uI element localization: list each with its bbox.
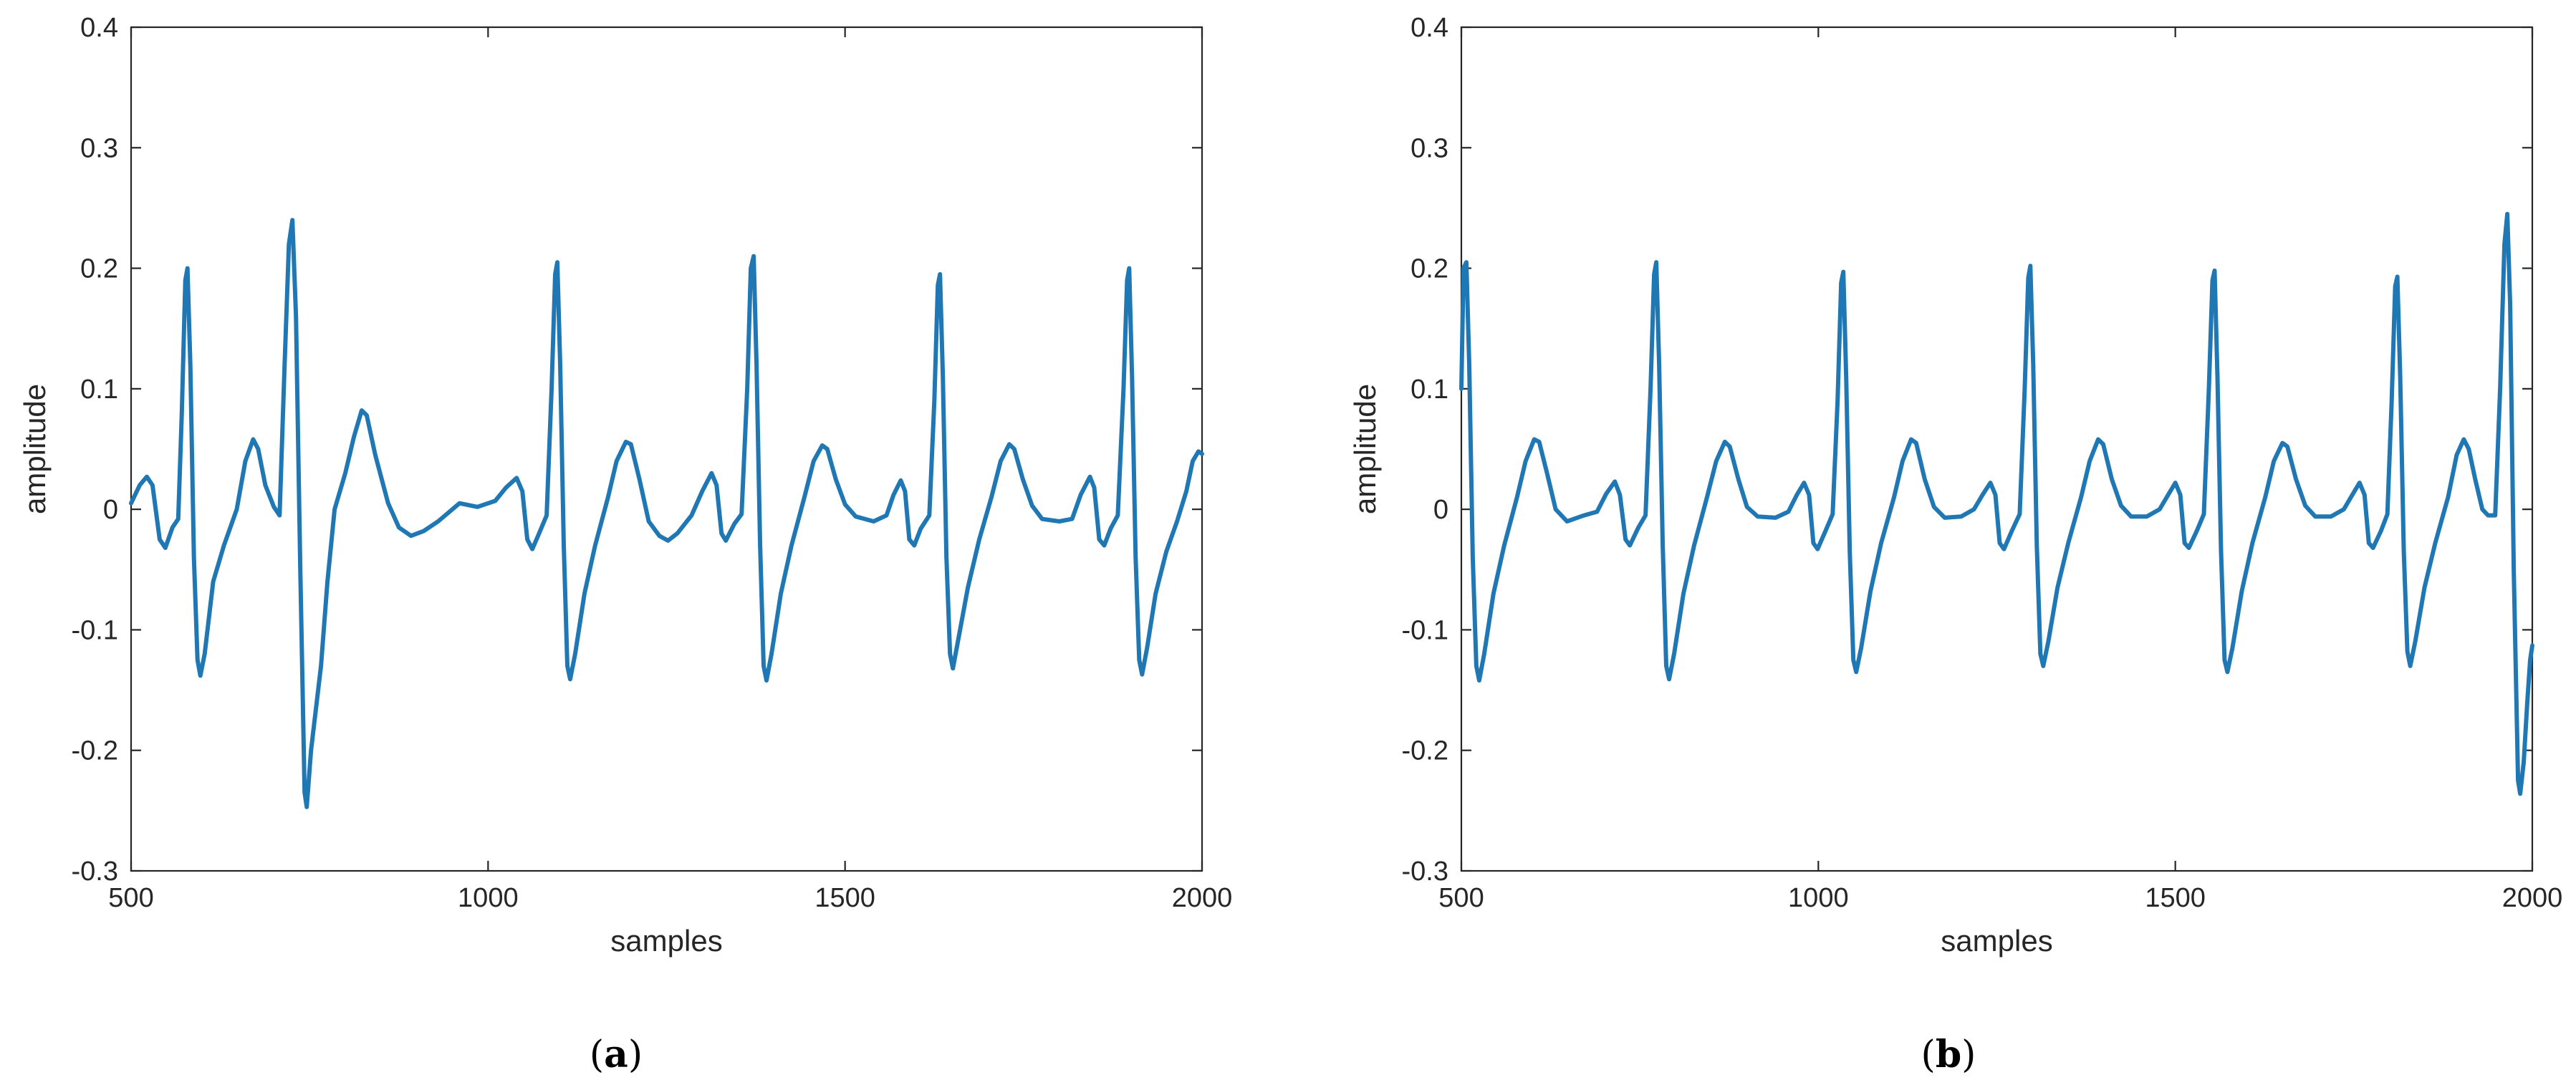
y-tick-label: 0.2 [80, 254, 118, 284]
x-axis-label: samples [1941, 924, 2052, 958]
x-tick-label: 1500 [814, 883, 875, 913]
chart-panel-b: -0.3 -0.2 -0.1 0 0.1 0.2 0.3 0.4 500 1000 1500 2000… [1348, 13, 2562, 1076]
x-tick-label: 1500 [2145, 883, 2206, 913]
y-tick-label: -0.2 [1402, 736, 1448, 766]
y-tick-label: -0.2 [72, 736, 118, 766]
y-tick-label: -0.1 [1402, 615, 1448, 645]
y-tick-label: 0 [103, 495, 118, 525]
y-tick-label: 0.3 [80, 133, 118, 163]
x-tick-label: 2000 [2502, 883, 2563, 913]
y-tick-label: 0.4 [1410, 13, 1448, 43]
y-tick-label: -0.1 [72, 615, 118, 645]
series-line [1459, 211, 2534, 796]
x-tick-label: 2000 [1172, 883, 1233, 913]
y-tick-label: -0.3 [1402, 857, 1448, 887]
chart-panel-a: -0.3 -0.2 -0.1 0 0.1 0.2 0.3 0.4 500 1000 1500 2000… [18, 13, 1232, 1076]
y-tick-label: 0.1 [80, 375, 118, 405]
x-tick-label: 1000 [458, 883, 519, 913]
y-tick-label: 0.3 [1410, 133, 1448, 163]
series-line [129, 218, 1204, 809]
x-tick-label: 1000 [1788, 883, 1849, 913]
y-axis-label: amplitude [1348, 384, 1382, 514]
panel-label: (a) [590, 1033, 643, 1076]
y-tick-label: 0 [1433, 495, 1448, 525]
y-axis-label: amplitude [18, 384, 52, 514]
y-tick-label: 0.2 [1410, 254, 1448, 284]
y-tick-label: 0.1 [1410, 375, 1448, 405]
x-axis-label: samples [610, 924, 722, 958]
panel-label: (b) [1921, 1033, 1976, 1076]
x-tick-label: 500 [108, 883, 153, 913]
x-tick-label: 500 [1438, 883, 1484, 913]
plot-area [130, 26, 1203, 872]
y-tick-label: -0.3 [72, 857, 118, 887]
plot-area [1460, 26, 2534, 872]
y-tick-label: 0.4 [80, 13, 118, 43]
